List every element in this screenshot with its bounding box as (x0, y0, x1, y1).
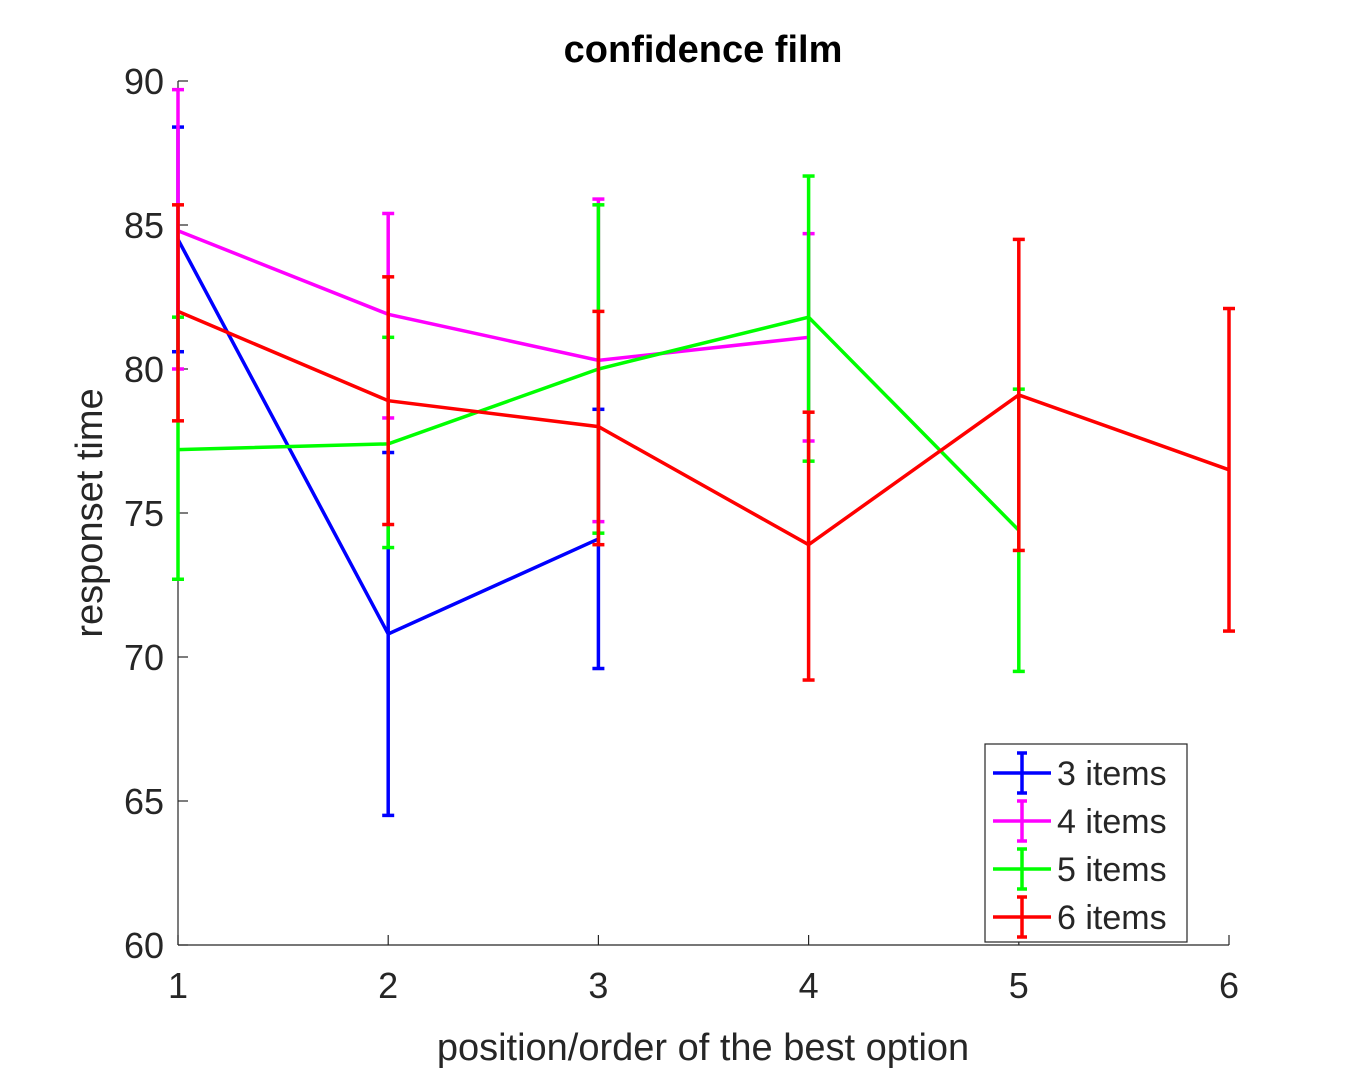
data-point (1017, 393, 1021, 397)
chart-title: confidence film (564, 29, 843, 71)
data-point (176, 309, 180, 313)
legend-entry: 3 items (993, 751, 1167, 795)
x-tick-label: 6 (1219, 965, 1239, 1006)
x-tick-label: 3 (588, 965, 608, 1006)
legend: 3 items 4 items 5 items 6 items (984, 743, 1188, 943)
x-tick-label: 5 (1009, 965, 1029, 1006)
y-tick-label: 75 (124, 493, 164, 534)
series-6-items (172, 203, 1235, 682)
y-tick-label: 80 (124, 349, 164, 390)
y-tick-label: 65 (124, 781, 164, 822)
data-point (386, 399, 390, 403)
x-axis-label: position/order of the best option (437, 1027, 969, 1069)
y-tick-label: 90 (124, 61, 164, 102)
series-line (177, 309, 1230, 547)
data-point (807, 543, 811, 547)
data-point (807, 315, 811, 319)
legend-entry: 6 items (993, 895, 1167, 939)
data-point (176, 448, 180, 452)
legend-entry: 5 items (993, 847, 1167, 891)
x-tick-label: 4 (799, 965, 819, 1006)
legend-label: 5 items (1057, 851, 1167, 889)
legend-label: 4 items (1057, 803, 1167, 841)
data-point (1227, 468, 1231, 472)
x-tick-label: 2 (378, 965, 398, 1006)
y-tick-label: 85 (124, 205, 164, 246)
x-tick-label: 1 (168, 965, 188, 1006)
data-point (596, 425, 600, 429)
y-tick-label: 70 (124, 637, 164, 678)
series-line (177, 229, 809, 363)
y-axis-label: responset time (69, 388, 111, 637)
series-layer (172, 87, 1235, 818)
legend-label: 6 items (1057, 899, 1167, 937)
data-point (386, 632, 390, 636)
legend-box (984, 743, 1188, 943)
legend-label: 3 items (1057, 755, 1167, 793)
legend-entry: 4 items (993, 799, 1167, 843)
axes-layer: 60 65 70 75 80 85 90 1 2 3 4 5 6 (124, 61, 1239, 1006)
y-tick-label: 60 (124, 925, 164, 966)
series-4-items (172, 87, 815, 524)
